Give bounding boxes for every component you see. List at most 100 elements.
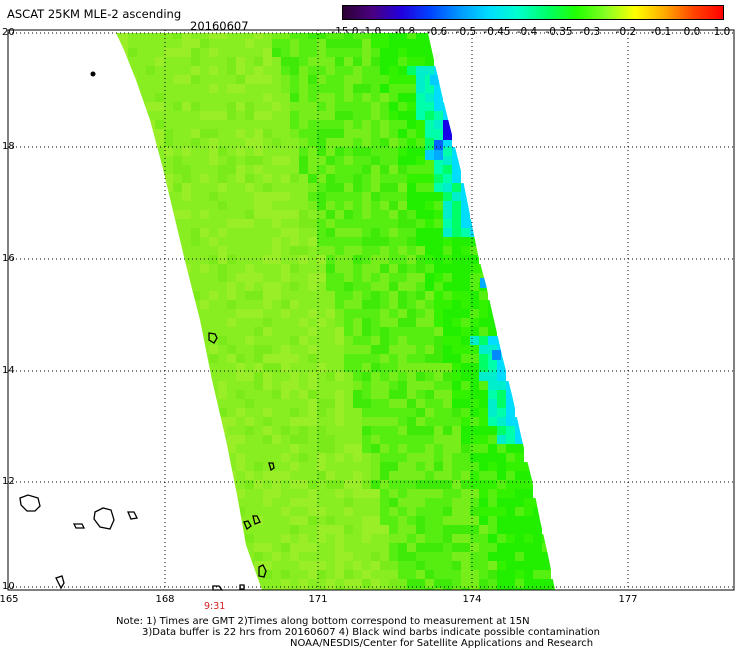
swath-cell: [434, 354, 443, 363]
swath-cell: [290, 255, 299, 264]
swath-cell: [326, 282, 335, 291]
swath-cell: [407, 264, 416, 273]
swath-cell: [119, 390, 128, 399]
swath-cell: [371, 588, 380, 590]
swath-cell: [362, 111, 371, 120]
swath-cell: [254, 543, 263, 552]
swath-cell: [344, 462, 353, 471]
swath-cell: [308, 453, 317, 462]
swath-cell: [506, 399, 515, 408]
swath-cell: [308, 390, 317, 399]
swath-cell: [116, 192, 119, 201]
swath-cell: [146, 57, 155, 66]
swath-cell: [236, 444, 245, 453]
swath-cell: [164, 93, 173, 102]
swath-cell: [362, 570, 371, 579]
island-outline: [19, 494, 41, 512]
swath-cell: [218, 327, 227, 336]
swath-cell: [308, 210, 317, 219]
lat-label: 20: [2, 27, 15, 38]
swath-cell: [461, 579, 470, 588]
swath-cell: [245, 300, 254, 309]
swath-cell: [200, 453, 209, 462]
swath-cell: [173, 543, 182, 552]
swath-cell: [434, 453, 443, 462]
swath-cell: [227, 318, 236, 327]
swath-cell: [236, 174, 245, 183]
swath-cell: [263, 372, 272, 381]
swath-cell: [128, 372, 137, 381]
swath-cell: [317, 345, 326, 354]
swath-cell: [182, 57, 191, 66]
swath-cell: [164, 165, 173, 174]
swath-cell: [371, 156, 380, 165]
swath-cell: [146, 84, 155, 93]
swath-cell: [470, 444, 479, 453]
swath-cell: [272, 57, 281, 66]
swath-cell: [218, 156, 227, 165]
swath-cell: [281, 57, 290, 66]
swath-cell: [344, 588, 353, 590]
swath-cell: [452, 462, 461, 471]
swath-cell: [308, 93, 317, 102]
swath-cell: [218, 435, 227, 444]
swath-cell: [416, 120, 425, 129]
swath-cell: [371, 264, 380, 273]
swath-cell: [209, 534, 218, 543]
swath-cell: [281, 444, 290, 453]
swath-cell: [209, 111, 218, 120]
swath-cell: [281, 399, 290, 408]
swath-cell: [353, 408, 362, 417]
swath-cell: [236, 399, 245, 408]
swath-cell: [398, 453, 407, 462]
colorbar-tick: -0.5: [455, 26, 477, 38]
swath-cell: [137, 75, 146, 84]
swath-cell: [146, 309, 155, 318]
swath-cell: [236, 390, 245, 399]
swath-cell: [380, 201, 389, 210]
swath-cell: [200, 66, 209, 75]
swath-cell: [236, 120, 245, 129]
swath-cell: [389, 354, 398, 363]
swath-cell: [218, 309, 227, 318]
colorbar-tick: -0.2: [615, 26, 637, 38]
swath-cell: [479, 399, 488, 408]
swath-cell: [308, 426, 317, 435]
swath-cell: [290, 399, 299, 408]
swath-cell: [263, 399, 272, 408]
swath-cell: [137, 399, 146, 408]
swath-cell: [155, 84, 164, 93]
swath-cell: [362, 462, 371, 471]
swath-cell: [173, 273, 182, 282]
swath-cell: [200, 390, 209, 399]
swath-cell: [479, 345, 488, 354]
swath-cell: [389, 417, 398, 426]
swath-cell: [344, 291, 353, 300]
swath-cell: [452, 543, 461, 552]
swath-cell: [452, 570, 461, 579]
swath-cell: [317, 408, 326, 417]
swath-cell: [209, 147, 218, 156]
swath-cell: [290, 183, 299, 192]
swath-cell: [353, 156, 362, 165]
swath-cell: [497, 435, 506, 444]
swath-cell: [308, 174, 317, 183]
swath-cell: [308, 75, 317, 84]
swath-cell: [326, 93, 335, 102]
swath-cell: [389, 453, 398, 462]
swath-cell: [461, 201, 470, 210]
swath-cell: [116, 543, 119, 552]
swath-cell: [263, 327, 272, 336]
swath-cell: [344, 183, 353, 192]
swath-cell: [326, 219, 335, 228]
swath-cell: [263, 426, 272, 435]
swath-cell: [299, 129, 308, 138]
swath-cell: [209, 372, 218, 381]
swath-cell: [254, 372, 263, 381]
swath-cell: [317, 363, 326, 372]
swath-cell: [353, 147, 362, 156]
swath-cell: [443, 426, 452, 435]
swath-cell: [263, 453, 272, 462]
swath-cell: [299, 219, 308, 228]
swath-cell: [191, 66, 200, 75]
